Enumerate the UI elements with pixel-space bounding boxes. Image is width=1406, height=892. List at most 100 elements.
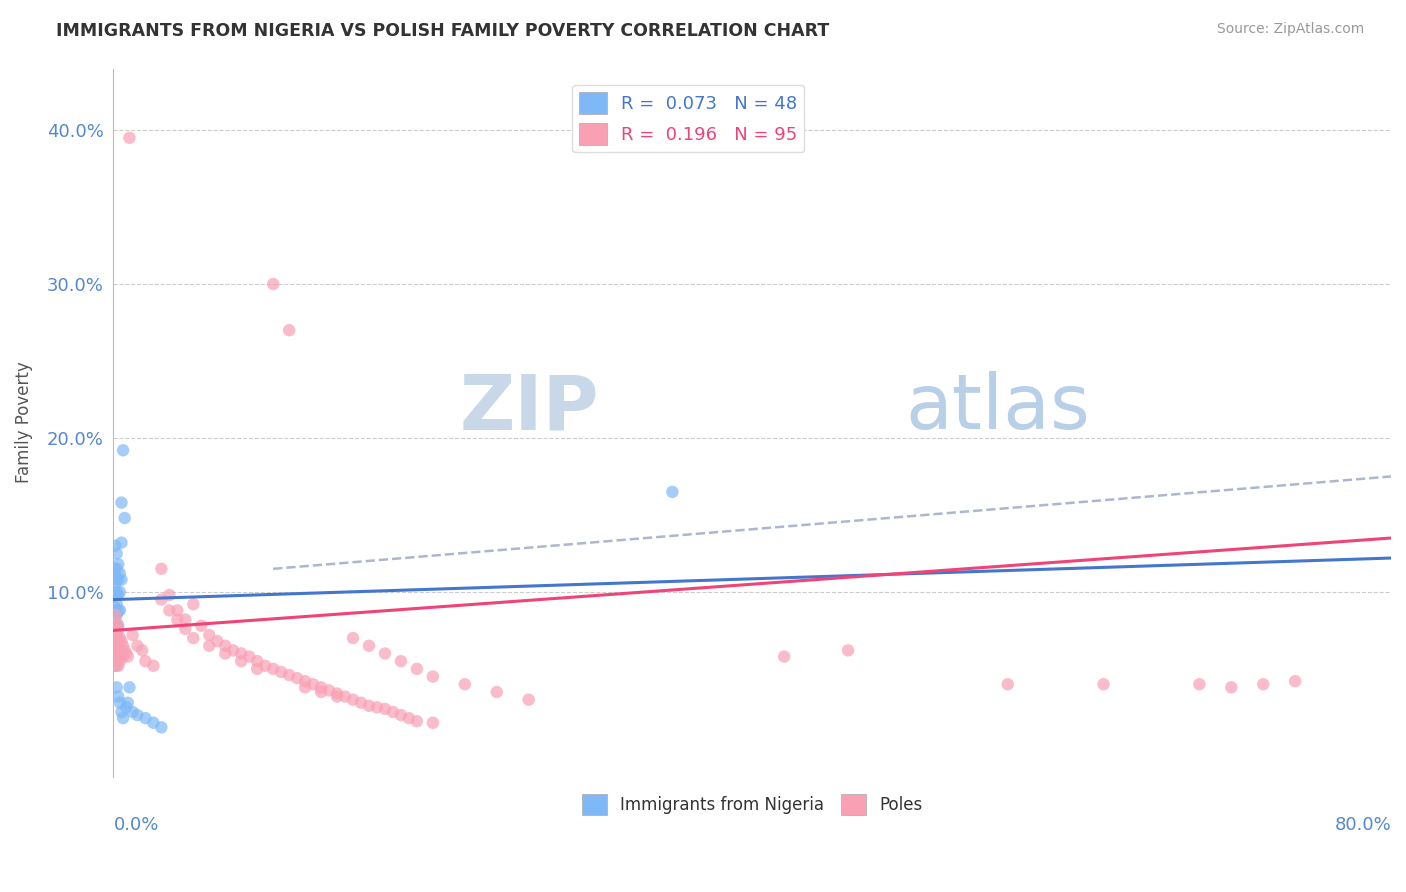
Point <box>366 700 388 714</box>
Point <box>389 708 412 723</box>
Point <box>309 681 332 695</box>
Point <box>104 600 127 615</box>
Point <box>105 631 128 645</box>
Point <box>278 668 301 682</box>
Point <box>381 705 404 719</box>
Point <box>105 639 128 653</box>
Point <box>105 573 128 587</box>
Text: 0.0%: 0.0% <box>114 815 159 833</box>
Point <box>107 619 129 633</box>
Point <box>294 681 316 695</box>
Point <box>115 647 138 661</box>
Y-axis label: Family Poverty: Family Poverty <box>15 361 32 483</box>
Point <box>174 613 197 627</box>
Point <box>108 696 131 710</box>
Point <box>1220 681 1243 695</box>
Point <box>333 690 356 704</box>
Point <box>342 692 364 706</box>
Point <box>104 577 127 591</box>
Point <box>104 649 127 664</box>
Point <box>108 603 131 617</box>
Point <box>285 671 308 685</box>
Point <box>174 622 197 636</box>
Point <box>104 639 127 653</box>
Point <box>231 654 253 668</box>
Point <box>105 628 128 642</box>
Point <box>117 649 139 664</box>
Point <box>374 702 396 716</box>
Point <box>1092 677 1115 691</box>
Point <box>107 658 129 673</box>
Point <box>270 665 292 679</box>
Point <box>104 658 127 673</box>
Point <box>222 643 245 657</box>
Point <box>110 634 132 648</box>
Point <box>114 643 136 657</box>
Point <box>112 649 135 664</box>
Point <box>997 677 1019 691</box>
Point <box>1284 674 1306 689</box>
Point <box>157 603 180 617</box>
Point <box>105 615 128 630</box>
Point <box>108 631 131 645</box>
Point <box>517 692 540 706</box>
Point <box>773 649 796 664</box>
Point <box>117 696 139 710</box>
Point <box>104 619 127 633</box>
Point <box>105 546 128 560</box>
Point <box>131 643 153 657</box>
Point <box>198 639 221 653</box>
Point <box>104 634 127 648</box>
Point <box>104 649 127 664</box>
Point <box>157 588 180 602</box>
Point <box>104 628 127 642</box>
Point <box>107 624 129 638</box>
Point <box>231 647 253 661</box>
Point <box>142 658 165 673</box>
Point <box>661 484 683 499</box>
Point <box>262 662 284 676</box>
Point <box>107 647 129 661</box>
Point <box>104 588 127 602</box>
Point <box>326 690 349 704</box>
Point <box>127 708 149 723</box>
Text: ZIP: ZIP <box>460 371 599 445</box>
Point <box>246 654 269 668</box>
Point <box>398 711 420 725</box>
Point <box>107 603 129 617</box>
Point <box>309 685 332 699</box>
Point <box>262 277 284 291</box>
Point <box>104 607 127 622</box>
Point <box>105 658 128 673</box>
Point <box>150 720 173 734</box>
Point <box>150 562 173 576</box>
Point <box>105 607 128 622</box>
Point <box>422 669 444 683</box>
Point <box>134 654 156 668</box>
Text: atlas: atlas <box>905 371 1091 445</box>
Point <box>294 674 316 689</box>
Point <box>1251 677 1274 691</box>
Legend: Immigrants from Nigeria, Poles: Immigrants from Nigeria, Poles <box>575 788 929 822</box>
Point <box>166 603 188 617</box>
Point <box>118 681 141 695</box>
Point <box>108 585 131 599</box>
Point <box>406 714 429 729</box>
Point <box>389 654 412 668</box>
Point <box>214 639 236 653</box>
Point <box>118 130 141 145</box>
Point <box>104 628 127 642</box>
Point <box>110 573 132 587</box>
Point <box>254 658 277 673</box>
Point <box>150 592 173 607</box>
Point <box>107 573 129 587</box>
Text: 80.0%: 80.0% <box>1334 815 1391 833</box>
Point <box>115 700 138 714</box>
Point <box>104 607 127 622</box>
Point <box>108 643 131 657</box>
Point <box>110 705 132 719</box>
Point <box>104 643 127 657</box>
Point <box>142 715 165 730</box>
Point <box>114 511 136 525</box>
Point <box>134 711 156 725</box>
